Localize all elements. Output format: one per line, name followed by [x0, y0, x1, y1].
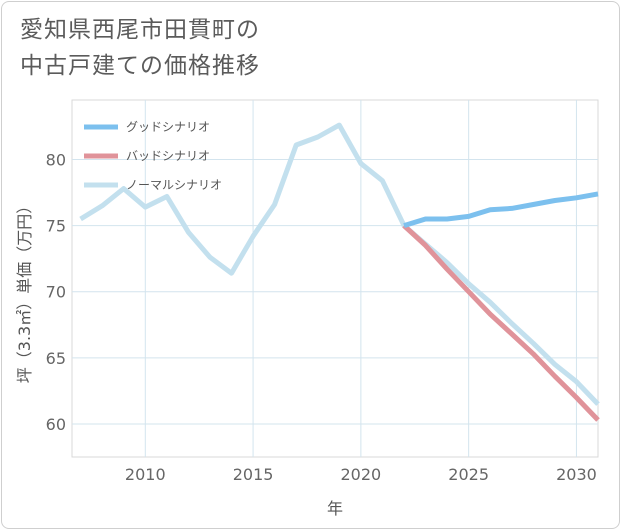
y-tick-label: 80: [46, 151, 66, 170]
legend-label-0: グッドシナリオ: [126, 120, 210, 134]
chart-title-line-2: 中古戸建ての価格推移: [20, 53, 260, 79]
y-axis-label: 坪（3.3㎡）単価（万円）: [15, 198, 34, 383]
series-line-0: [403, 191, 599, 228]
y-tick-label: 75: [46, 217, 66, 236]
x-tick-label: 2020: [341, 465, 382, 484]
x-tick-label: 2010: [125, 465, 166, 484]
legend-label-1: バッドシナリオ: [126, 149, 210, 163]
x-tick-label: 2015: [233, 465, 274, 484]
plot-frame: [71, 99, 599, 458]
chart-title-line-1: 愛知県西尾市田貫町の: [20, 17, 260, 43]
y-tick-label: 70: [46, 283, 66, 302]
y-tick-label: 60: [46, 415, 66, 434]
chart-title: 愛知県西尾市田貫町の 中古戸建ての価格推移: [20, 12, 580, 84]
legend-label-2: ノーマルシナリオ: [126, 178, 222, 192]
x-axis-label: 年: [327, 499, 343, 518]
y-tick-label: 65: [46, 349, 66, 368]
x-tick-label: 2030: [556, 465, 597, 484]
series-line-1: [402, 223, 600, 422]
series-line-2: [79, 122, 600, 406]
x-tick-label: 2025: [448, 465, 489, 484]
